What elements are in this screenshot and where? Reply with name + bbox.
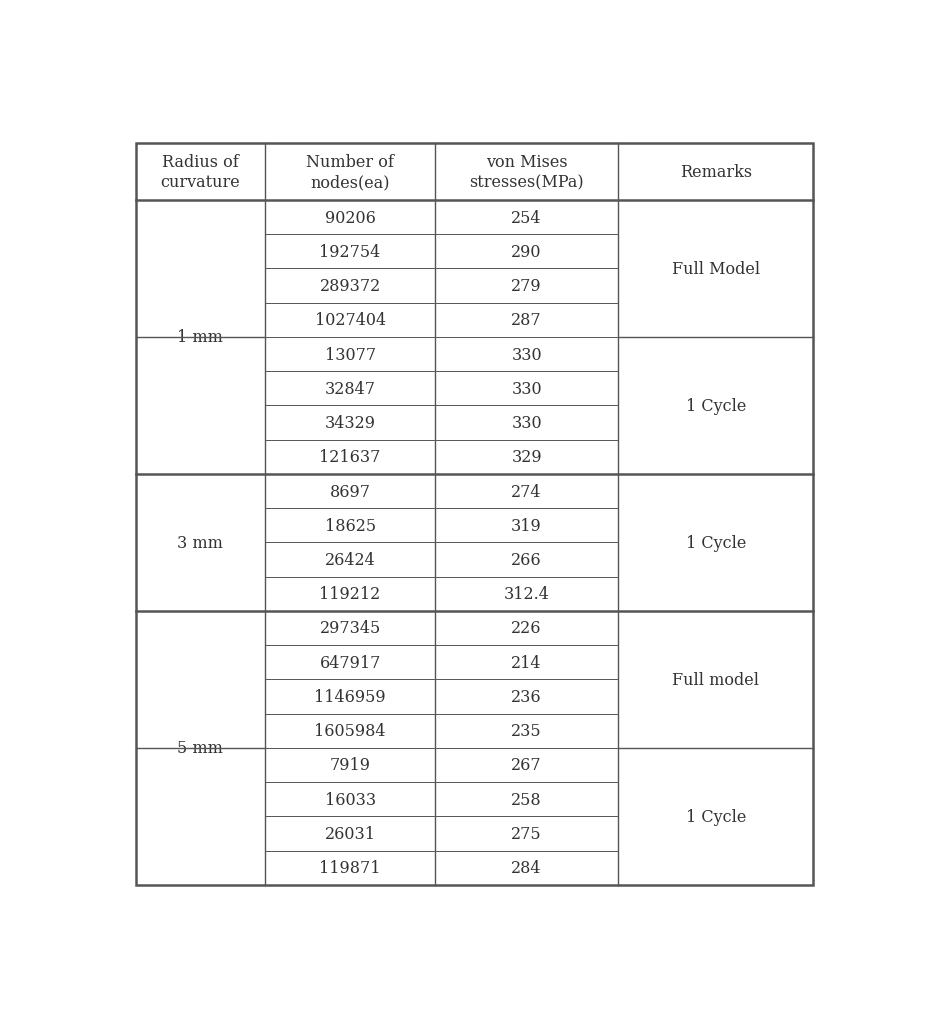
Text: 290: 290 [511,244,542,261]
Text: 13077: 13077 [324,346,376,363]
Text: 236: 236 [511,688,542,705]
Text: 214: 214 [511,654,542,672]
Text: 274: 274 [511,483,542,500]
Text: 647917: 647917 [319,654,381,672]
Text: 330: 330 [511,415,542,432]
Text: 26424: 26424 [325,551,375,569]
Text: 26031: 26031 [324,825,376,842]
Text: 289372: 289372 [319,278,381,294]
Text: 18625: 18625 [324,518,376,534]
Text: 319: 319 [511,518,542,534]
Text: 330: 330 [511,346,542,363]
Text: 287: 287 [511,312,542,329]
Text: 226: 226 [511,620,542,637]
Text: 284: 284 [511,859,542,876]
Text: Full Model: Full Model [671,261,759,277]
Text: 297345: 297345 [319,620,381,637]
Text: 1 Cycle: 1 Cycle [685,397,745,415]
Text: von Mises
stresses(MPa): von Mises stresses(MPa) [469,154,584,191]
Text: 121637: 121637 [319,448,381,466]
Text: 192754: 192754 [319,244,381,261]
Text: 312.4: 312.4 [504,586,549,602]
Text: Radius of
curvature: Radius of curvature [160,154,241,191]
Text: 279: 279 [511,278,542,294]
Text: 5 mm: 5 mm [178,740,223,756]
Text: 1146959: 1146959 [314,688,386,705]
Text: 8697: 8697 [330,483,370,500]
Text: 1 Cycle: 1 Cycle [685,534,745,551]
Text: 7919: 7919 [330,757,370,773]
Text: 258: 258 [511,791,542,808]
Text: 3 mm: 3 mm [178,534,223,551]
Text: 1 Cycle: 1 Cycle [685,808,745,825]
Text: 32847: 32847 [324,380,376,397]
Text: 1 mm: 1 mm [178,329,223,346]
Text: 1605984: 1605984 [314,722,386,740]
Text: 266: 266 [511,551,542,569]
Text: 275: 275 [511,825,542,842]
Text: 1027404: 1027404 [315,312,385,329]
Text: Number of
nodes(ea): Number of nodes(ea) [307,154,394,191]
Text: Full model: Full model [672,672,759,688]
Text: 329: 329 [511,448,542,466]
Text: 330: 330 [511,380,542,397]
Text: 90206: 90206 [325,209,376,226]
Text: Remarks: Remarks [680,164,752,181]
Text: 267: 267 [511,757,542,773]
Text: 16033: 16033 [324,791,376,808]
Text: 34329: 34329 [324,415,376,432]
Text: 254: 254 [511,209,542,226]
Text: 119871: 119871 [319,859,381,876]
Text: 119212: 119212 [319,586,381,602]
Text: 235: 235 [511,722,542,740]
